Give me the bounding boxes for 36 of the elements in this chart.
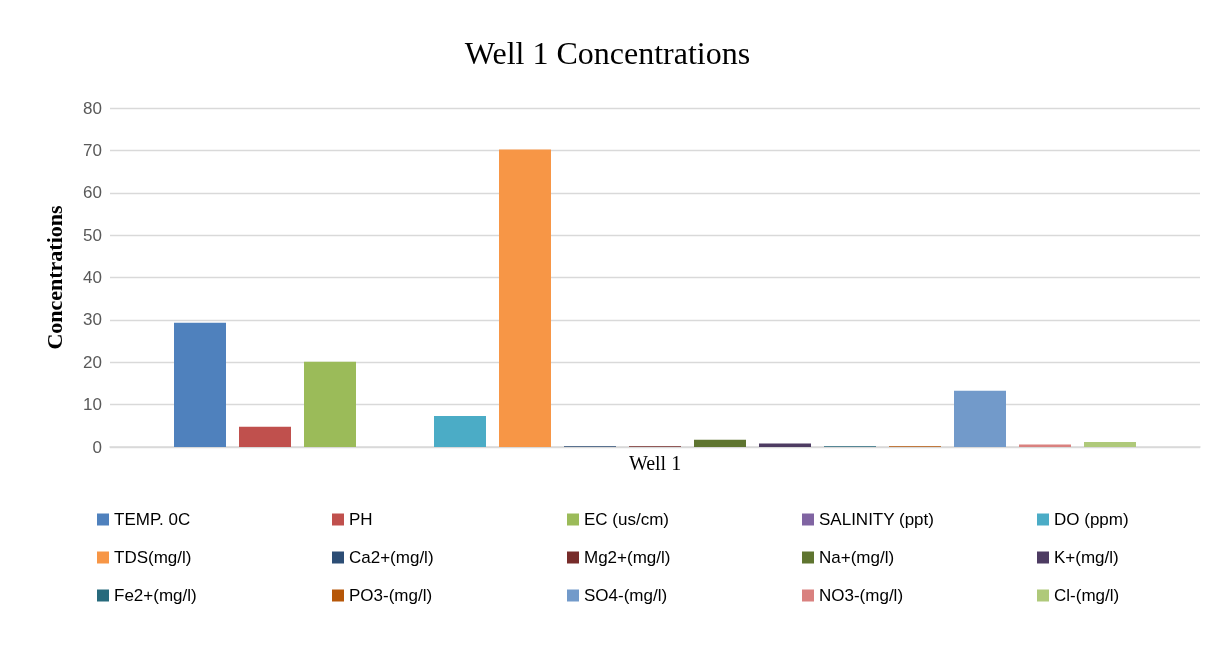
- legend-label: NO3-(mg/l): [819, 586, 904, 605]
- legend-label: EC (us/cm): [584, 510, 669, 529]
- legend-label: SALINITY (ppt): [819, 510, 934, 529]
- legend-label: TEMP. 0C: [114, 510, 191, 529]
- x-tick-label: Well 1: [628, 452, 682, 474]
- legend-label: SO4-(mg/l): [584, 586, 668, 605]
- legend-label: K+(mg/l): [1054, 548, 1119, 567]
- y-tick-label: 70: [83, 140, 102, 160]
- y-tick-label: 80: [83, 98, 102, 118]
- legend-label: TDS(mg/l): [114, 548, 192, 567]
- legend-label: Fe2+(mg/l): [114, 586, 197, 605]
- bar: [499, 149, 551, 447]
- legend-label: Ca2+(mg/l): [349, 548, 434, 567]
- legend-label: PH: [349, 510, 373, 529]
- bar: [239, 426, 291, 447]
- legend-label: Mg2+(mg/l): [584, 548, 671, 567]
- bar: [694, 439, 746, 447]
- y-tick-label: 10: [83, 395, 102, 415]
- y-tick-label: 50: [83, 225, 102, 245]
- y-tick-label: 40: [83, 268, 102, 287]
- legend-label: Na+(mg/l): [819, 548, 895, 567]
- y-tick-label: 60: [83, 183, 102, 203]
- legend-label: Cl-(mg/l): [1054, 586, 1120, 605]
- y-tick-label: 0: [92, 437, 102, 457]
- bar: [1084, 441, 1136, 447]
- bar: [434, 416, 486, 447]
- legend-label: PO3-(mg/l): [349, 586, 433, 605]
- bar: [954, 390, 1006, 447]
- bar: [1019, 444, 1071, 447]
- y-tick-label: 30: [83, 310, 102, 330]
- bar: [174, 322, 226, 447]
- chart-title: Well 1 Concentrations: [464, 35, 751, 71]
- bar: [304, 361, 356, 447]
- legend-label: DO (ppm): [1054, 510, 1129, 529]
- y-tick-label: 20: [83, 352, 102, 372]
- y-axis-title: Concentrations: [41, 204, 67, 350]
